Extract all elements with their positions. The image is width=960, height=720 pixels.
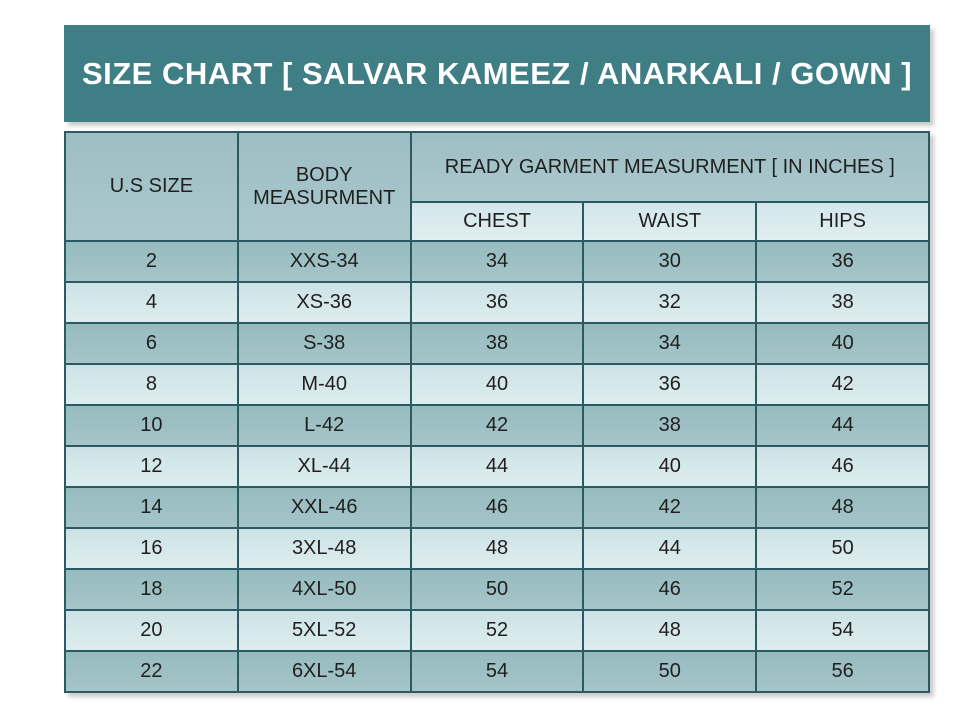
cell-us-size: 14 — [64, 486, 239, 529]
cell-body: 3XL-48 — [236, 527, 412, 570]
table-row: 6 S-38 38 34 40 — [64, 322, 930, 365]
cell-waist: 46 — [582, 568, 758, 611]
cell-body: 5XL-52 — [236, 609, 412, 652]
cell-body: S-38 — [236, 322, 412, 365]
cell-hips: 40 — [755, 322, 930, 365]
header-row-top: U.S SIZE BODY MEASURMENT READY GARMENT M… — [64, 131, 931, 242]
table-row: 8 M-40 40 36 42 — [64, 363, 930, 406]
col-header-body-measurment: BODY MEASURMENT — [236, 131, 412, 242]
table-row: 10 L-42 42 38 44 — [64, 404, 930, 447]
cell-us-size: 4 — [64, 281, 239, 324]
cell-chest: 36 — [409, 281, 585, 324]
cell-body: 6XL-54 — [236, 650, 412, 693]
cell-waist: 42 — [582, 486, 758, 529]
cell-us-size: 8 — [64, 363, 239, 406]
cell-chest: 54 — [409, 650, 585, 693]
cell-us-size: 20 — [64, 609, 239, 652]
cell-chest: 42 — [409, 404, 585, 447]
cell-waist: 38 — [582, 404, 758, 447]
cell-waist: 34 — [582, 322, 758, 365]
cell-chest: 46 — [409, 486, 585, 529]
cell-hips: 36 — [755, 240, 930, 283]
cell-waist: 48 — [582, 609, 758, 652]
col-header-hips: HIPS — [755, 201, 930, 242]
cell-us-size: 12 — [64, 445, 239, 488]
cell-waist: 32 — [582, 281, 758, 324]
cell-us-size: 18 — [64, 568, 239, 611]
cell-body: XL-44 — [236, 445, 412, 488]
table-header: U.S SIZE BODY MEASURMENT READY GARMENT M… — [64, 131, 931, 242]
cell-waist: 36 — [582, 363, 758, 406]
cell-body: 4XL-50 — [236, 568, 412, 611]
cell-body: XXS-34 — [236, 240, 412, 283]
col-header-waist: WAIST — [582, 201, 758, 242]
cell-hips: 38 — [755, 281, 930, 324]
cell-body: M-40 — [236, 363, 412, 406]
cell-chest: 40 — [409, 363, 585, 406]
cell-chest: 50 — [409, 568, 585, 611]
cell-chest: 44 — [409, 445, 585, 488]
col-header-ready-garment: READY GARMENT MEASURMENT [ IN INCHES ] — [409, 131, 931, 203]
cell-hips: 48 — [755, 486, 930, 529]
cell-body: XS-36 — [236, 281, 412, 324]
table-row: 18 4XL-50 50 46 52 — [64, 568, 930, 611]
col-header-us-size: U.S SIZE — [64, 131, 239, 242]
table-row: 14 XXL-46 46 42 48 — [64, 486, 930, 529]
cell-us-size: 22 — [64, 650, 239, 693]
cell-chest: 34 — [409, 240, 585, 283]
cell-hips: 54 — [755, 609, 930, 652]
cell-hips: 42 — [755, 363, 930, 406]
cell-hips: 46 — [755, 445, 930, 488]
table-row: 20 5XL-52 52 48 54 — [64, 609, 930, 652]
table-row: 12 XL-44 44 40 46 — [64, 445, 930, 488]
cell-hips: 52 — [755, 568, 930, 611]
table-body: 2 XXS-34 34 30 36 4 XS-36 36 32 38 6 S-3… — [64, 240, 930, 693]
chart-title-banner: SIZE CHART [ SALVAR KAMEEZ / ANARKALI / … — [64, 25, 930, 122]
cell-us-size: 6 — [64, 322, 239, 365]
size-chart-table: U.S SIZE BODY MEASURMENT READY GARMENT M… — [64, 131, 931, 693]
header-row-sub: CHEST WAIST HIPS — [65, 201, 930, 242]
page-title: SIZE CHART [ SALVAR KAMEEZ / ANARKALI / … — [81, 55, 913, 91]
table-row: 2 XXS-34 34 30 36 — [64, 240, 930, 283]
cell-body: L-42 — [236, 404, 412, 447]
cell-us-size: 16 — [64, 527, 239, 570]
col-header-chest: CHEST — [409, 201, 585, 242]
cell-body: XXL-46 — [236, 486, 412, 529]
cell-waist: 30 — [582, 240, 758, 283]
table-row: 4 XS-36 36 32 38 — [64, 281, 930, 324]
cell-waist: 40 — [582, 445, 758, 488]
table-row: 16 3XL-48 48 44 50 — [64, 527, 930, 570]
cell-chest: 48 — [409, 527, 585, 570]
table-row: 22 6XL-54 54 50 56 — [64, 650, 930, 693]
cell-hips: 50 — [755, 527, 930, 570]
cell-chest: 52 — [409, 609, 585, 652]
cell-us-size: 2 — [64, 240, 239, 283]
cell-hips: 56 — [755, 650, 930, 693]
cell-chest: 38 — [409, 322, 585, 365]
cell-waist: 44 — [582, 527, 758, 570]
cell-hips: 44 — [755, 404, 930, 447]
cell-us-size: 10 — [64, 404, 239, 447]
cell-waist: 50 — [582, 650, 758, 693]
